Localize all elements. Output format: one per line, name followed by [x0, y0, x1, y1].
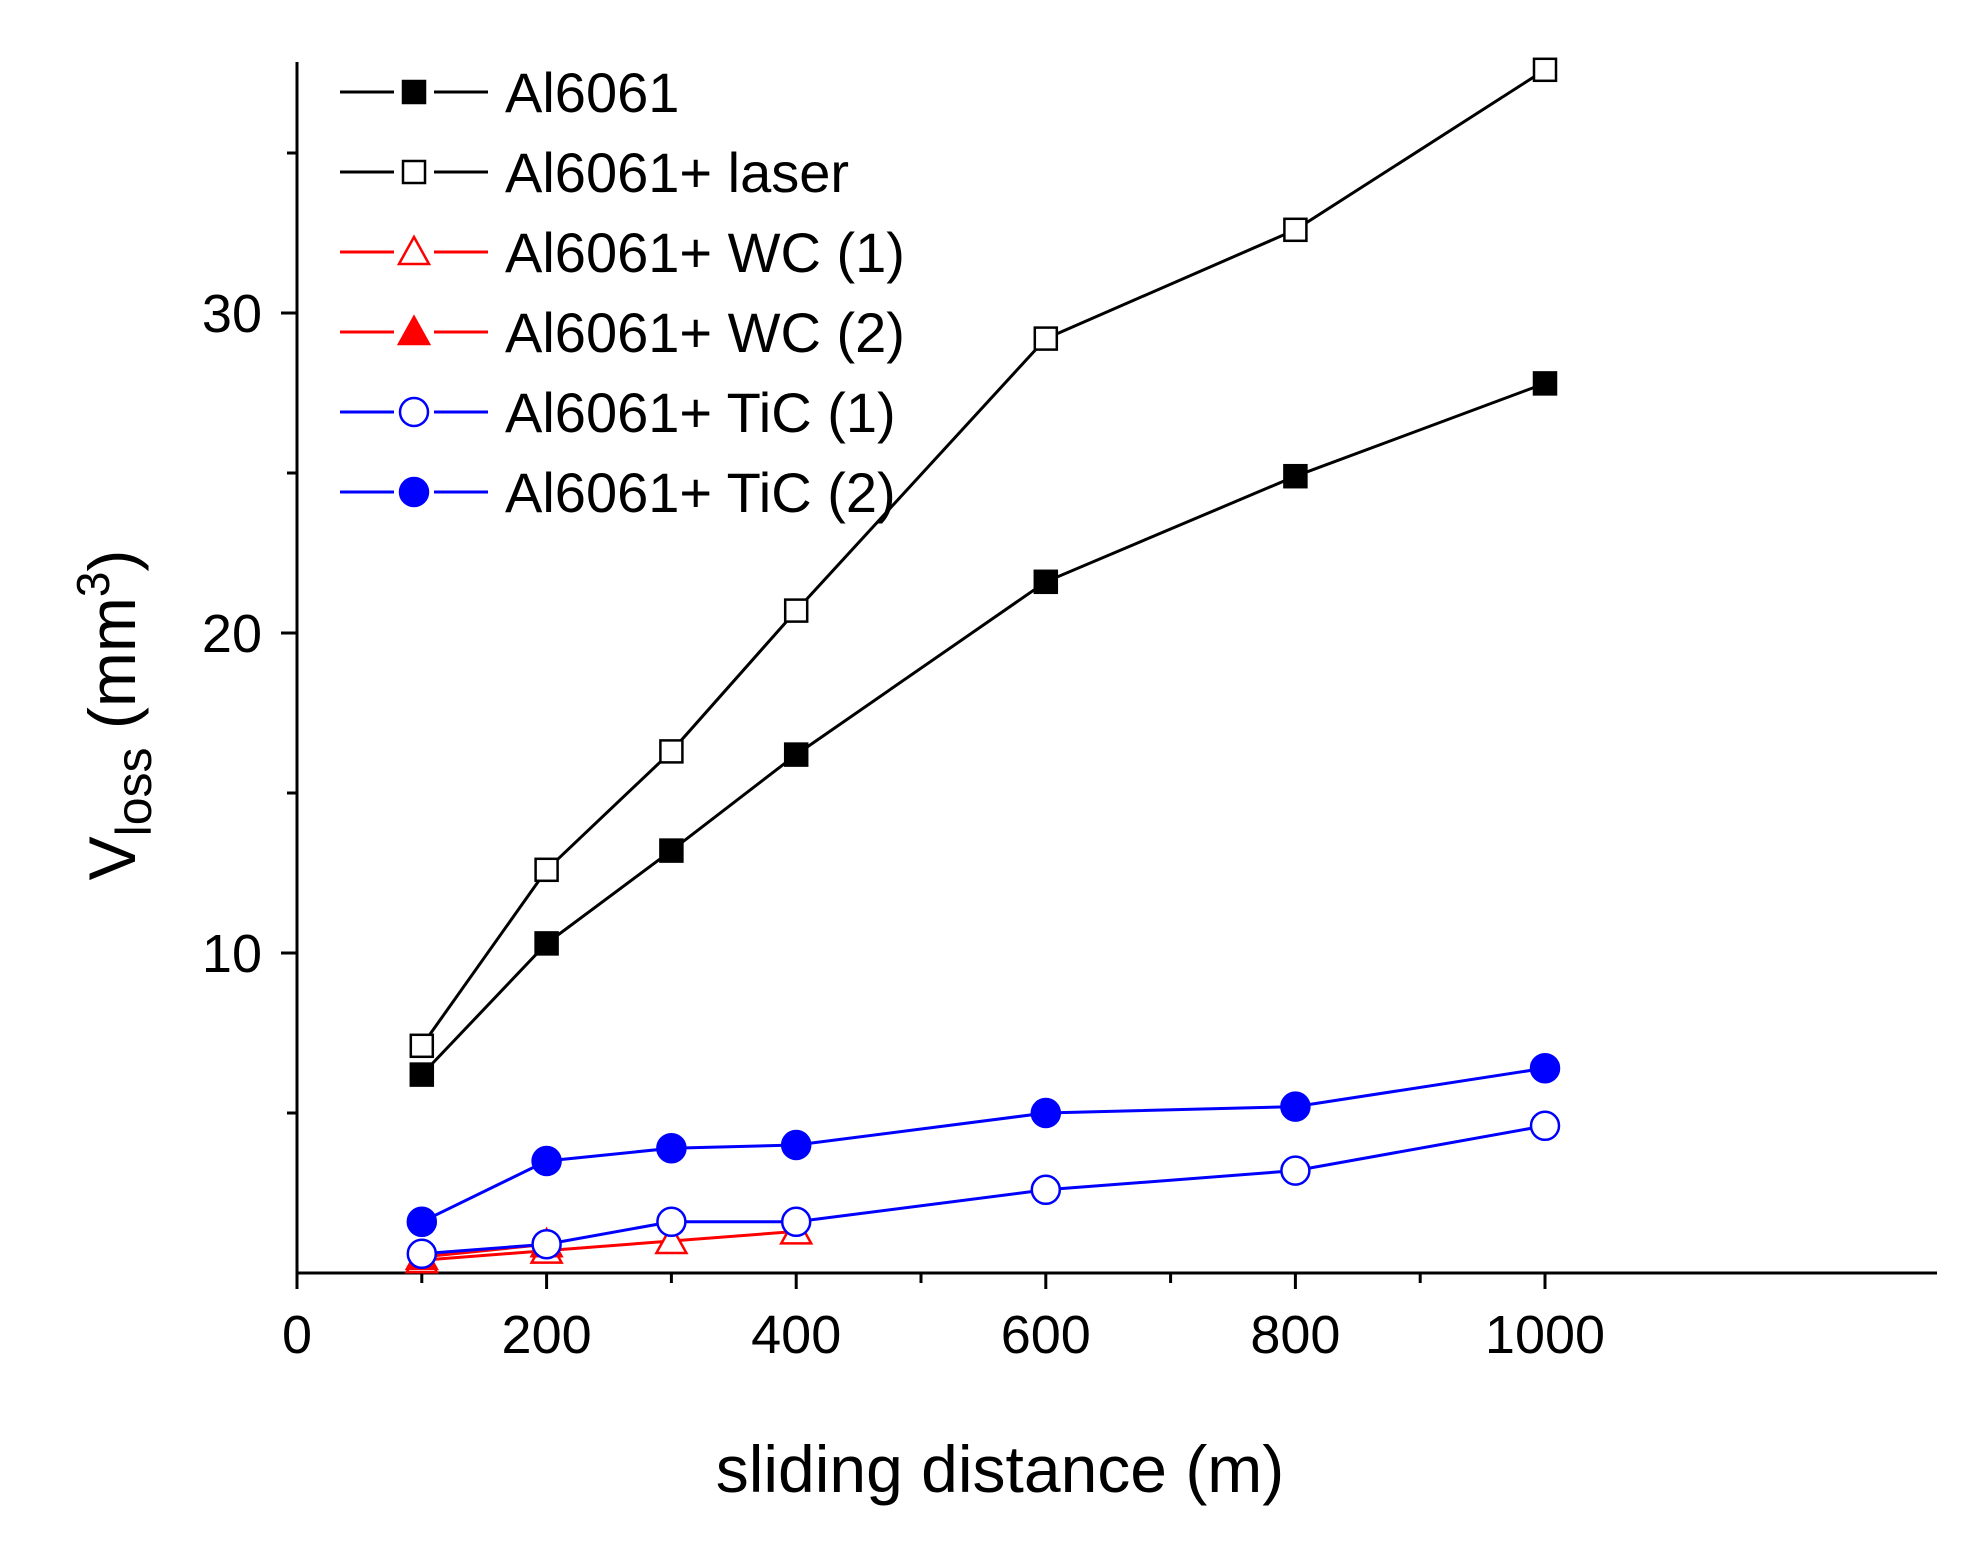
legend-label: Al6061+ WC (2) — [505, 301, 905, 364]
data-point — [659, 838, 684, 863]
data-point — [1532, 371, 1558, 396]
series-line — [421, 1124, 1546, 1256]
y-axis-title: Vloss (mm3) — [67, 550, 162, 881]
legend-marker — [401, 79, 427, 105]
legend-label: Al6061+ TiC (2) — [505, 461, 896, 524]
x-tick-label: 600 — [1001, 1305, 1091, 1365]
data-point — [1529, 1052, 1561, 1084]
legend-label: Al6061+ TiC (1) — [505, 381, 896, 444]
data-point — [409, 1062, 435, 1087]
series-line — [421, 1229, 797, 1262]
y-axis-title-subscript: loss — [106, 747, 162, 836]
legend-item: Al6061+ WC (1) — [340, 221, 905, 284]
data-point — [783, 742, 809, 767]
x-tick-label: 0 — [282, 1305, 312, 1365]
data-point — [1283, 463, 1308, 489]
legend-label: Al6061 — [505, 61, 679, 124]
series-1 — [409, 57, 1558, 1059]
data-point — [654, 1223, 689, 1255]
data-point — [406, 1206, 438, 1238]
legend-marker — [398, 476, 430, 508]
data-point — [1532, 57, 1558, 83]
data-point — [1030, 1097, 1062, 1129]
data-point — [1283, 217, 1308, 243]
data-point — [780, 1206, 812, 1238]
legend-label: Al6061+ laser — [505, 141, 849, 204]
tick-labels: 0 200 400 600 800 1000 10 20 30 — [202, 284, 1605, 1365]
axis-ticks — [281, 151, 1547, 1289]
y-tick-label: 10 — [202, 924, 262, 984]
data-point — [656, 1206, 687, 1238]
data-point — [531, 1145, 562, 1177]
series-5 — [406, 1052, 1561, 1238]
data-point — [1033, 569, 1059, 595]
y-axis-title-superscript: 3 — [67, 572, 119, 598]
data-point — [1529, 1110, 1561, 1142]
x-axis-title: sliding distance (m) — [716, 1432, 1285, 1506]
x-tick-label: 400 — [751, 1305, 841, 1365]
x-tick-label: 200 — [502, 1305, 592, 1365]
data-point — [1280, 1091, 1311, 1122]
data-point — [406, 1238, 438, 1270]
data-point — [1280, 1155, 1311, 1186]
legend-item: Al6061+ laser — [340, 141, 849, 204]
data-point — [659, 739, 684, 764]
data-point — [1033, 326, 1059, 351]
data-point — [531, 1228, 562, 1260]
legend-item: Al6061+ WC (2) — [340, 301, 905, 364]
y-tick-label: 20 — [202, 604, 262, 664]
data-point — [534, 931, 559, 956]
y-axis-title-main: V — [75, 836, 149, 880]
legend-marker — [398, 396, 430, 428]
data-point — [780, 1129, 812, 1161]
legend-label: Al6061+ WC (1) — [505, 221, 905, 284]
series-line — [420, 68, 1546, 1047]
y-axis-title-close: ) — [75, 550, 149, 572]
legend-marker — [396, 234, 432, 266]
data-point — [656, 1132, 687, 1164]
legend-item: Al6061 — [340, 61, 679, 124]
data-point — [409, 1033, 435, 1059]
data-point — [1030, 1174, 1062, 1206]
y-axis-title-unit: (mm — [75, 597, 149, 747]
plot-area — [404, 57, 1561, 1274]
x-tick-label: 1000 — [1485, 1305, 1605, 1365]
legend-marker — [401, 159, 427, 185]
data-point — [783, 598, 809, 623]
series-4 — [406, 1110, 1561, 1270]
legend-item: Al6061+ TiC (1) — [340, 381, 896, 444]
axes — [295, 62, 1937, 1275]
x-tick-label: 800 — [1250, 1305, 1340, 1365]
legend-marker — [396, 314, 432, 346]
legend-item: Al6061+ TiC (2) — [340, 461, 896, 524]
y-tick-label: 30 — [202, 284, 262, 344]
legend: Al6061 Al6061+ laser Al6061+ WC (1) Al6061+… — [340, 61, 905, 524]
data-point — [534, 857, 559, 883]
series-2 — [404, 1213, 814, 1274]
series-0 — [409, 371, 1558, 1087]
